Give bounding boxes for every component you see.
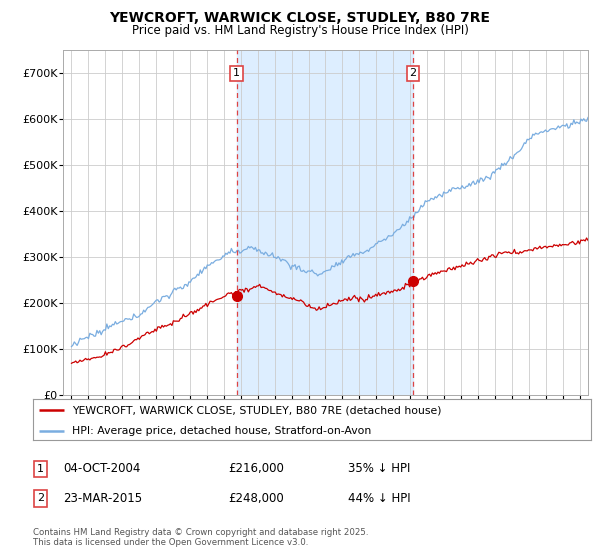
Text: 04-OCT-2004: 04-OCT-2004 [63, 462, 140, 475]
Text: 23-MAR-2015: 23-MAR-2015 [63, 492, 142, 505]
Text: YEWCROFT, WARWICK CLOSE, STUDLEY, B80 7RE (detached house): YEWCROFT, WARWICK CLOSE, STUDLEY, B80 7R… [72, 405, 442, 415]
Text: 2: 2 [37, 493, 44, 503]
Text: £248,000: £248,000 [228, 492, 284, 505]
Text: Price paid vs. HM Land Registry's House Price Index (HPI): Price paid vs. HM Land Registry's House … [131, 24, 469, 36]
Text: 44% ↓ HPI: 44% ↓ HPI [348, 492, 410, 505]
Text: 2: 2 [409, 68, 416, 78]
Text: 35% ↓ HPI: 35% ↓ HPI [348, 462, 410, 475]
Text: 1: 1 [233, 68, 240, 78]
Text: YEWCROFT, WARWICK CLOSE, STUDLEY, B80 7RE: YEWCROFT, WARWICK CLOSE, STUDLEY, B80 7R… [110, 11, 491, 25]
Text: Contains HM Land Registry data © Crown copyright and database right 2025.
This d: Contains HM Land Registry data © Crown c… [33, 528, 368, 547]
Bar [236, 50, 413, 395]
Text: 1: 1 [37, 464, 44, 474]
Text: HPI: Average price, detached house, Stratford-on-Avon: HPI: Average price, detached house, Stra… [72, 426, 371, 436]
Text: £216,000: £216,000 [228, 462, 284, 475]
